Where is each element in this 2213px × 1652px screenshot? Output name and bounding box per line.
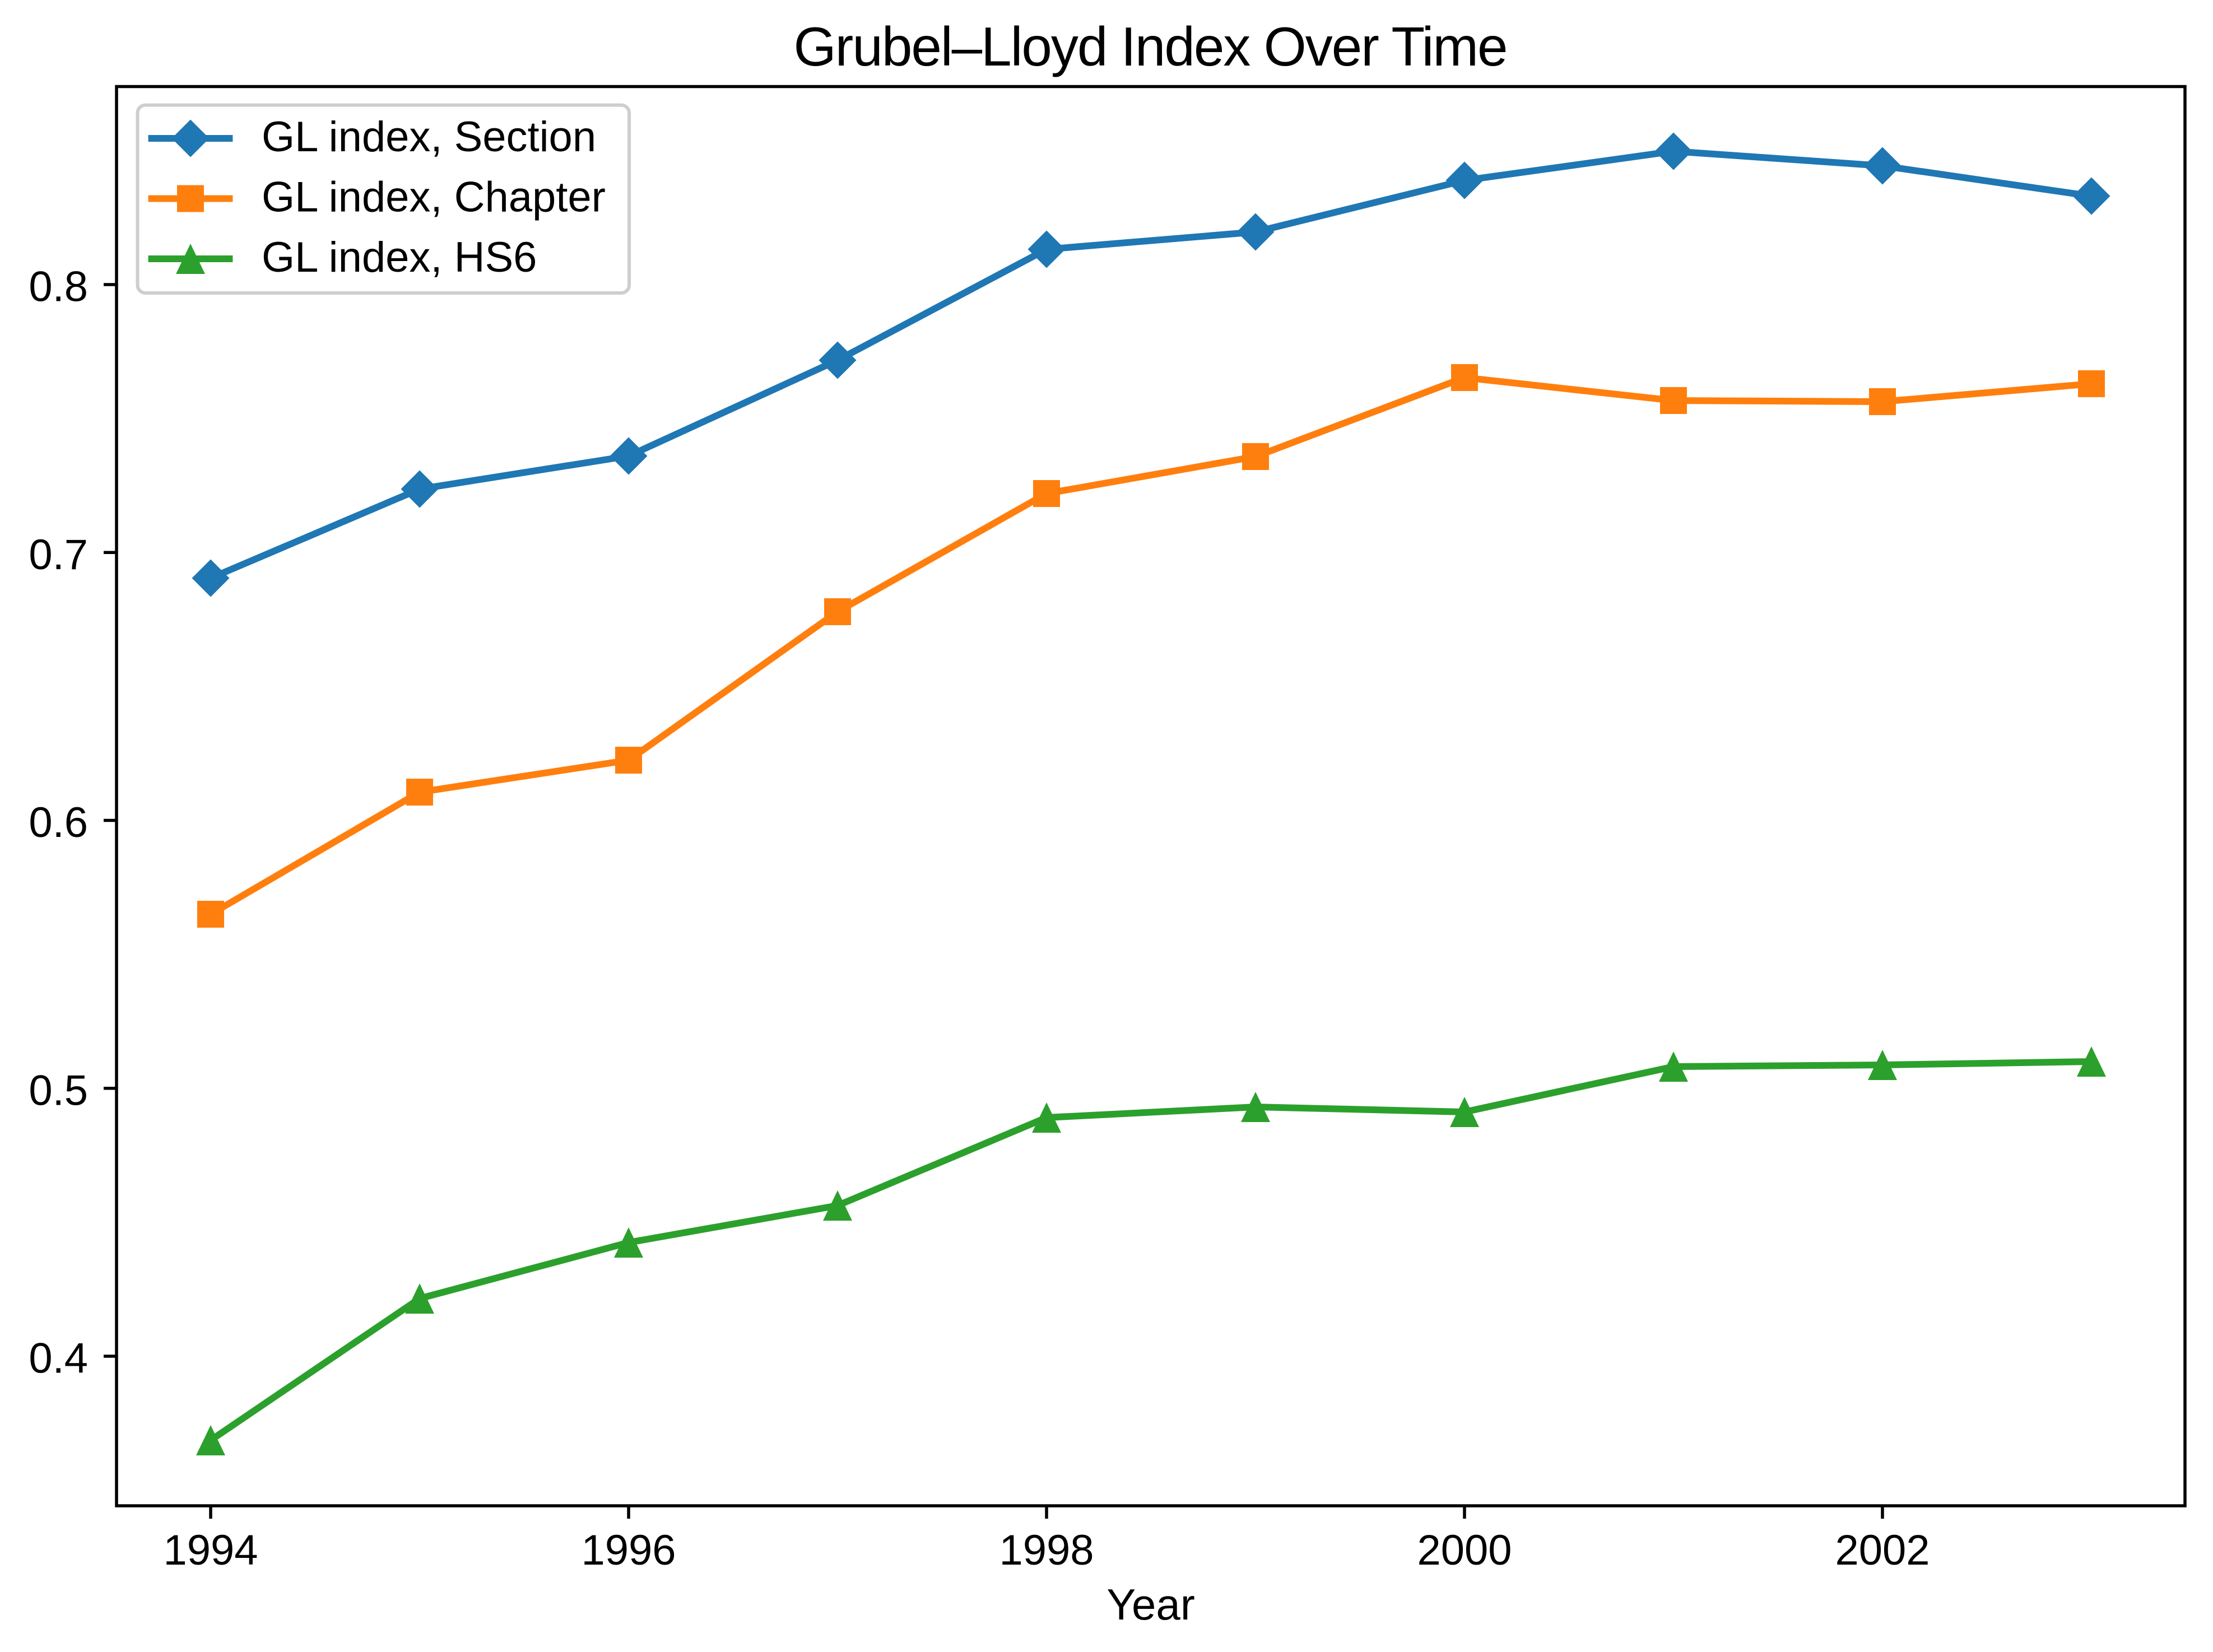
svg-text:1996: 1996: [581, 1527, 676, 1574]
svg-text:0.4: 0.4: [29, 1335, 88, 1383]
svg-text:2002: 2002: [1835, 1527, 1930, 1574]
svg-text:1998: 1998: [999, 1527, 1094, 1574]
svg-text:0.8: 0.8: [29, 263, 88, 311]
svg-text:GL index, Chapter: GL index, Chapter: [262, 174, 606, 221]
svg-text:Grubel–Lloyd Index Over Time: Grubel–Lloyd Index Over Time: [793, 16, 1507, 77]
svg-text:0.5: 0.5: [29, 1067, 88, 1114]
svg-text:0.7: 0.7: [29, 531, 88, 579]
svg-text:GL index, Section: GL index, Section: [262, 113, 596, 161]
svg-text:0.6: 0.6: [29, 799, 88, 846]
svg-text:2000: 2000: [1417, 1527, 1512, 1574]
svg-text:1994: 1994: [163, 1527, 258, 1574]
svg-text:GL index, HS6: GL index, HS6: [262, 234, 537, 281]
svg-text:Year: Year: [1106, 1580, 1195, 1629]
